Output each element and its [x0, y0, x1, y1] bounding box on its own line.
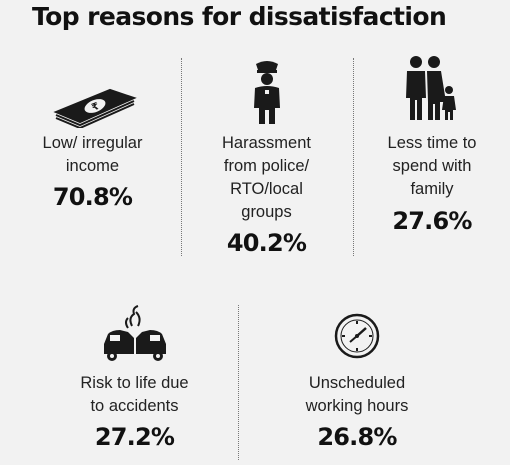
divider-top-2: [353, 58, 354, 256]
police-officer-icon: [253, 61, 280, 124]
reason-label-line: groups: [241, 203, 292, 221]
reason-label-line: Risk to life due: [80, 374, 189, 392]
reason-label-line: Unscheduled: [308, 374, 406, 392]
divider-top-1: [181, 58, 182, 256]
reason-label-line: family: [410, 180, 454, 198]
car-crash-icon: [103, 305, 166, 361]
reason-value: 27.6%: [392, 207, 472, 235]
svg-text:₹: ₹: [90, 101, 101, 114]
reason-family-time: Less time to spend with family 27.6%: [357, 0, 507, 465]
family-icon: [406, 56, 456, 120]
reason-value: 27.2%: [94, 423, 175, 451]
reason-value: 26.8%: [317, 423, 397, 451]
clock-icon: [334, 313, 380, 359]
reason-label-line: income: [65, 157, 120, 175]
reason-label-line: Harassment: [222, 134, 311, 152]
money-icon: ₹: [52, 88, 137, 128]
reason-label-line: from police/: [223, 157, 310, 175]
reason-value: 40.2%: [226, 229, 307, 257]
reason-label-line: to accidents: [90, 397, 179, 415]
reason-harassment: Harassment from police/ RTO/local groups…: [184, 0, 349, 465]
reason-value: 70.8%: [52, 183, 133, 211]
reason-label-line: working hours: [305, 397, 409, 415]
reason-label-line: Less time to: [387, 134, 477, 152]
page-title: Top reasons for dissatisfaction: [32, 2, 447, 31]
reason-label-line: Low/ irregular: [42, 134, 143, 152]
reason-working-hours: Unscheduled working hours 26.8%: [262, 0, 452, 465]
reason-label-line: spend with: [392, 157, 472, 175]
reason-label-line: RTO/local: [230, 180, 303, 198]
reason-accident-risk: Risk to life due to accidents 27.2%: [42, 0, 227, 465]
divider-bottom: [238, 305, 239, 460]
reason-low-income: ₹ Low/ irregular income 70.8%: [15, 0, 170, 465]
